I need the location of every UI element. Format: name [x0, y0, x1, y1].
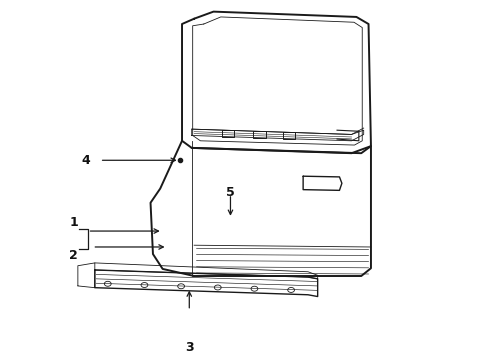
- Text: 1: 1: [69, 216, 78, 229]
- Text: 2: 2: [69, 249, 78, 262]
- Text: 3: 3: [185, 341, 194, 354]
- Text: 4: 4: [81, 154, 90, 167]
- Text: 5: 5: [226, 186, 235, 199]
